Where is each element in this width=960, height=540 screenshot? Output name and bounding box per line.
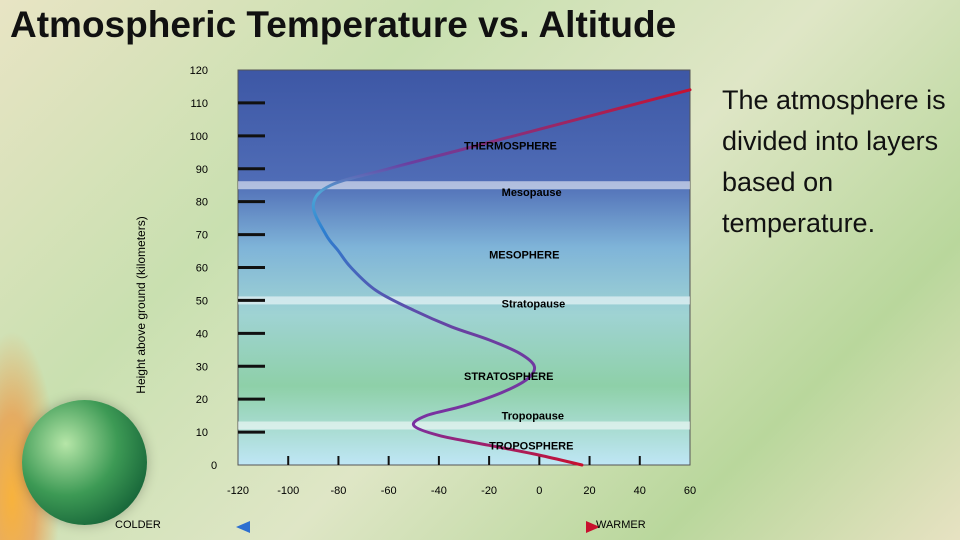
layer-label: TROPOSPHERE [489,440,573,452]
y-tick-label: 110 [190,98,208,110]
y-tick-label: 40 [196,328,208,340]
globe-icon [22,400,147,525]
y-tick-label: 120 [190,65,208,77]
y-tick-label: 50 [196,295,208,307]
layer-boundary-band [238,296,690,305]
y-tick-label: 0 [211,460,217,472]
x-tick-label: 40 [634,485,646,497]
slide-title: Atmospheric Temperature vs. Altitude [10,4,677,45]
layer-label: MESOPHERE [489,249,559,261]
arrow-right-head [586,521,600,533]
layer-label: THERMOSPHERE [464,141,557,153]
x-tick-label: -40 [431,485,447,497]
plot-background [237,69,691,466]
y-tick-label: 20 [196,394,208,406]
y-tick-label: 60 [196,263,208,275]
layer-label: Mesopause [502,187,562,199]
arrow-left-head [236,521,250,533]
y-tick-label: 10 [196,427,208,439]
y-tick-label: 30 [196,361,208,373]
warmer-label: WARMER [596,519,646,531]
y-tick-label: 80 [196,197,208,209]
x-tick-label: -100 [277,485,299,497]
side-text: The atmosphere is divided into layers ba… [722,85,946,238]
x-tick-label: -120 [227,485,249,497]
x-tick-label: -20 [481,485,497,497]
layer-label: Stratopause [502,299,566,311]
colder-label: COLDER [115,519,161,531]
x-tick-label: -60 [381,485,397,497]
temperature-line [311,88,692,467]
y-tick-label: 100 [190,131,208,143]
layer-label: STRATOSPHERE [464,371,553,383]
x-tick-label: 20 [583,485,595,497]
layer-boundary-band [238,421,690,430]
layer-boundary-band [238,181,690,190]
layer-label: Tropopause [502,411,564,423]
y-axis-label: Height above ground (kilometers) [134,216,148,393]
x-tick-label: -80 [330,485,346,497]
y-tick-label: 90 [196,164,208,176]
y-tick-label: 70 [196,230,208,242]
x-tick-label: 0 [536,485,542,497]
x-tick-label: 60 [684,485,696,497]
